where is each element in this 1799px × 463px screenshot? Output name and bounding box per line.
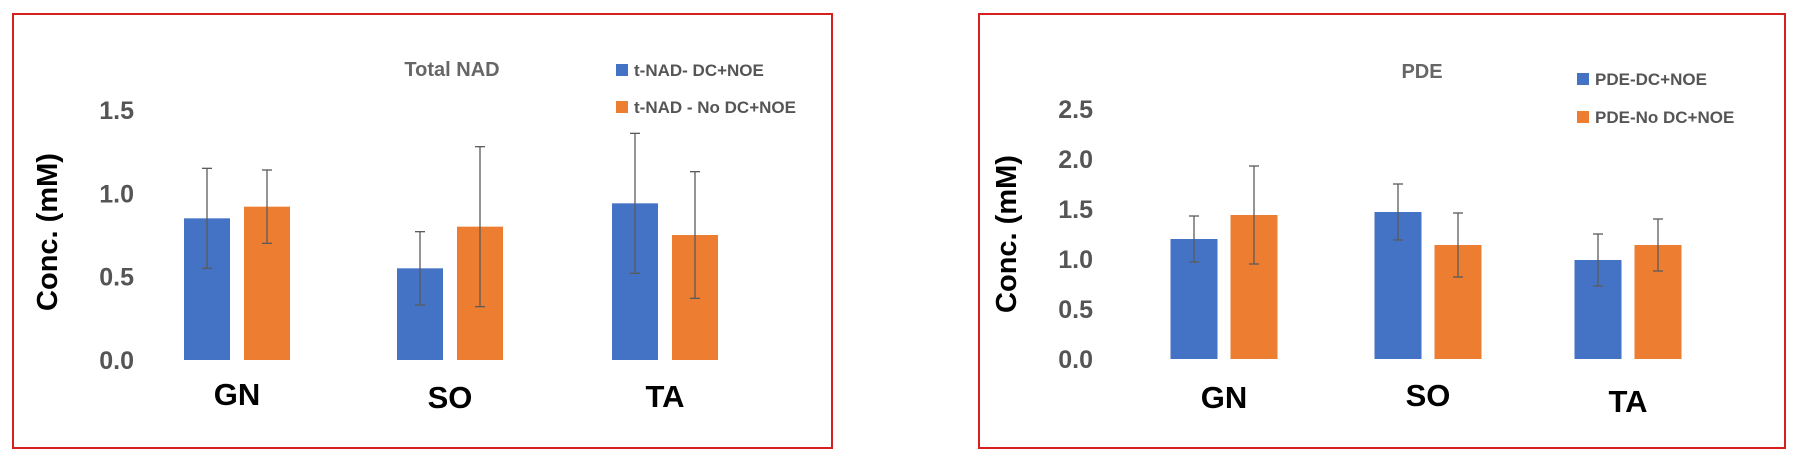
y-tick-label: 1.5 [1058, 196, 1093, 224]
error-bar-so-series-1 [415, 231, 425, 306]
chart-pde: PDE PDE-DC+NOE PDE-No DC+NOE Conc. (mM) … [991, 61, 1734, 419]
legend-swatch-series-2 [1577, 111, 1589, 123]
legend-label-series-1: PDE-DC+NOE [1595, 70, 1707, 89]
x-tick-label-so: SO [428, 380, 473, 415]
y-tick-label: 0.5 [1058, 296, 1093, 324]
error-bar-gn-series-2 [262, 169, 272, 244]
y-tick-label: 2.5 [1058, 96, 1093, 124]
x-tick-label-so: SO [1406, 378, 1451, 413]
legend-swatch-series-2 [616, 101, 628, 113]
error-bar-ta-series-2 [1653, 218, 1663, 272]
y-tick-label: 1.5 [99, 97, 134, 125]
x-tick-label-ta: TA [645, 379, 684, 414]
y-tick-label: 0.5 [99, 264, 134, 292]
chart-title: Total NAD [404, 59, 499, 81]
y-tick-label: 0.0 [1058, 346, 1093, 374]
error-bar-ta-series-1 [630, 132, 640, 274]
y-tick-label: 2.0 [1058, 146, 1093, 174]
legend-swatch-series-1 [1577, 73, 1589, 85]
x-tick-label-ta: TA [1608, 384, 1647, 419]
error-bar-ta-series-2 [690, 171, 700, 299]
x-tick-label-gn: GN [1201, 380, 1248, 415]
legend-swatch-series-1 [616, 64, 628, 76]
chart-panel-pde: PDE PDE-DC+NOE PDE-No DC+NOE Conc. (mM) … [978, 13, 1786, 449]
y-tick-label: 1.0 [99, 180, 134, 208]
y-axis-label: Conc. (mM) [32, 153, 64, 311]
y-axis-label: Conc. (mM) [991, 155, 1023, 313]
chart-total-nad: Total NAD t-NAD- DC+NOE t-NAD - No DC+NO… [32, 59, 796, 415]
legend-label-series-2: PDE-No DC+NOE [1595, 108, 1734, 127]
chart-panel-total-nad: Total NAD t-NAD- DC+NOE t-NAD - No DC+NO… [12, 13, 833, 449]
error-bar-ta-series-1 [1593, 233, 1603, 287]
legend-label-series-2: t-NAD - No DC+NOE [634, 98, 796, 117]
x-tick-label-gn: GN [214, 377, 261, 412]
error-bar-gn-series-2 [1249, 165, 1259, 265]
legend-label-series-1: t-NAD- DC+NOE [634, 61, 764, 80]
chart-title: PDE [1401, 61, 1442, 83]
error-bar-so-series-2 [1453, 212, 1463, 278]
error-bar-gn-series-1 [1189, 215, 1199, 263]
error-bar-so-series-2 [475, 146, 485, 308]
error-bar-gn-series-1 [202, 167, 212, 269]
y-tick-label: 0.0 [99, 347, 134, 375]
error-bar-so-series-1 [1393, 183, 1403, 241]
y-tick-label: 1.0 [1058, 246, 1093, 274]
